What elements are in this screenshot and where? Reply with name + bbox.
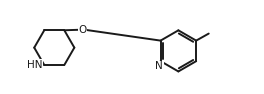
Text: O: O — [78, 25, 87, 35]
Text: HN: HN — [27, 60, 42, 70]
Text: N: N — [155, 61, 163, 71]
